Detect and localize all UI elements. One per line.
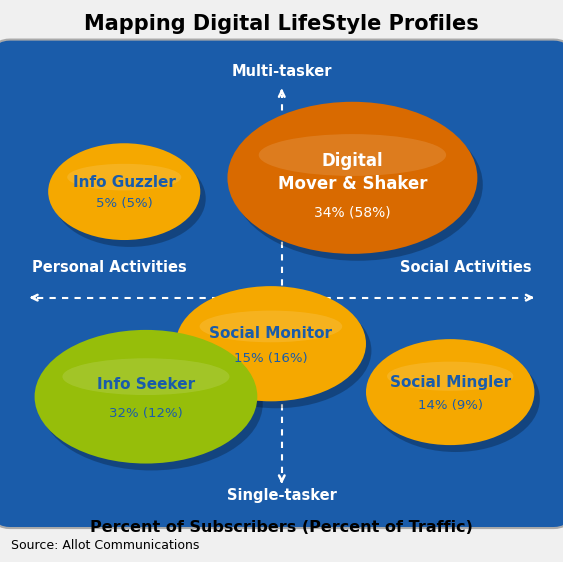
Ellipse shape — [62, 359, 230, 395]
Ellipse shape — [233, 108, 483, 261]
Ellipse shape — [387, 361, 513, 391]
Ellipse shape — [40, 337, 263, 470]
Text: Digital: Digital — [321, 152, 383, 170]
Text: Multi-tasker: Multi-tasker — [231, 64, 332, 79]
Text: 15% (16%): 15% (16%) — [234, 352, 308, 365]
Ellipse shape — [53, 150, 205, 247]
Ellipse shape — [176, 286, 366, 401]
Text: Info Guzzler: Info Guzzler — [73, 175, 176, 191]
Text: 5% (5%): 5% (5%) — [96, 197, 153, 210]
Text: Social Mingler: Social Mingler — [390, 375, 511, 390]
Ellipse shape — [34, 330, 257, 464]
Text: Mover & Shaker: Mover & Shaker — [278, 175, 427, 193]
Text: Source: Allot Communications: Source: Allot Communications — [11, 539, 200, 552]
Text: Personal Activities: Personal Activities — [32, 260, 186, 275]
Text: 34% (58%): 34% (58%) — [314, 205, 391, 219]
Ellipse shape — [258, 134, 446, 176]
Ellipse shape — [227, 102, 477, 254]
Text: Social Activities: Social Activities — [400, 260, 531, 275]
Text: Social Monitor: Social Monitor — [209, 326, 332, 341]
Text: 32% (12%): 32% (12%) — [109, 407, 183, 420]
Ellipse shape — [181, 293, 372, 408]
Text: Single-tasker: Single-tasker — [227, 488, 337, 504]
Ellipse shape — [366, 339, 534, 445]
FancyBboxPatch shape — [0, 39, 563, 528]
Text: Mapping Digital LifeStyle Profiles: Mapping Digital LifeStyle Profiles — [84, 14, 479, 34]
Text: Percent of Subscribers (Percent of Traffic): Percent of Subscribers (Percent of Traff… — [90, 520, 473, 535]
Ellipse shape — [67, 164, 181, 191]
Ellipse shape — [372, 346, 540, 452]
Text: Info Seeker: Info Seeker — [97, 377, 195, 392]
Text: 14% (9%): 14% (9%) — [418, 399, 482, 412]
Ellipse shape — [48, 143, 200, 240]
Ellipse shape — [200, 311, 342, 342]
